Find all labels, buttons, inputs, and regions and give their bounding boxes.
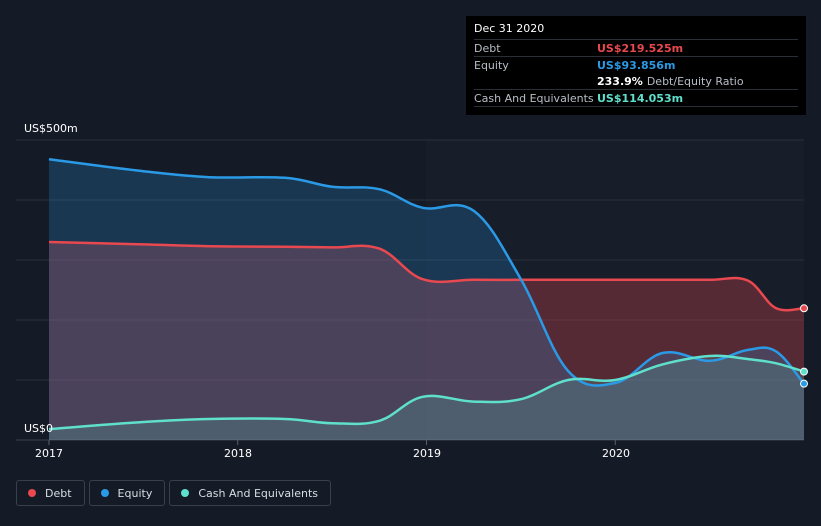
legend-item-debt[interactable]: Debt: [16, 480, 85, 506]
tooltip-equity-label: Equity: [474, 58, 509, 72]
series-end-markers: [800, 304, 808, 388]
legend-label-cash: Cash And Equivalents: [198, 486, 318, 500]
end-marker-debt: [800, 304, 808, 313]
legend-item-cash[interactable]: Cash And Equivalents: [169, 480, 331, 506]
tooltip-debt-value: US$219.525m: [597, 41, 684, 55]
tooltip-equity-value: US$93.856m: [597, 58, 676, 72]
line-equity: [48, 157, 805, 387]
legend-label-equity: Equity: [117, 486, 153, 500]
data-tooltip: Dec 31 2020 Debt US$219.525m Equity US$9…: [466, 16, 806, 115]
line-cash-and-equivalents: [48, 354, 805, 431]
end-marker-equity: [800, 379, 808, 388]
y-axis-top-label: US$500m: [24, 122, 78, 135]
series-lines: [48, 157, 805, 431]
tooltip-cash-value: US$114.053m: [597, 91, 684, 105]
legend-dot-equity: [100, 489, 109, 497]
x-tick-label-2020: 2020: [602, 447, 630, 460]
area-equity: [49, 159, 804, 440]
grid-lines: [16, 139, 804, 445]
tooltip-row-equity: Equity US$93.856m: [474, 56, 798, 73]
tooltip-ratio-label: Debt/Equity Ratio: [646, 74, 744, 88]
legend-item-equity[interactable]: Equity: [88, 480, 166, 506]
y-axis-bottom-label: US$0: [24, 422, 54, 435]
legend-label-debt: Debt: [45, 486, 72, 500]
tooltip-debt-label: Debt: [474, 41, 501, 55]
tooltip-row-debt: Debt US$219.525m: [474, 39, 798, 56]
x-tick-label-2017: 2017: [35, 447, 63, 460]
end-marker-cash-and-equivalents: [800, 367, 808, 376]
tooltip-row-ratio: 233.9% Debt/Equity Ratio: [474, 73, 798, 89]
line-debt: [48, 240, 805, 312]
area-debt: [49, 242, 804, 440]
x-tick-label-2018: 2018: [224, 447, 252, 460]
chart-legend: Debt Equity Cash And Equivalents: [16, 480, 331, 506]
legend-dot-debt: [28, 489, 36, 497]
tooltip-row-cash: Cash And Equivalents US$114.053m: [474, 89, 798, 107]
tooltip-cash-label: Cash And Equivalents: [474, 91, 594, 105]
legend-dot-cash: [181, 489, 190, 497]
plot-right-panel: [426, 140, 804, 440]
tooltip-ratio-value: 233.9%: [597, 74, 643, 88]
tooltip-date: Dec 31 2020: [474, 22, 545, 35]
x-tick-label-2019: 2019: [413, 447, 441, 460]
